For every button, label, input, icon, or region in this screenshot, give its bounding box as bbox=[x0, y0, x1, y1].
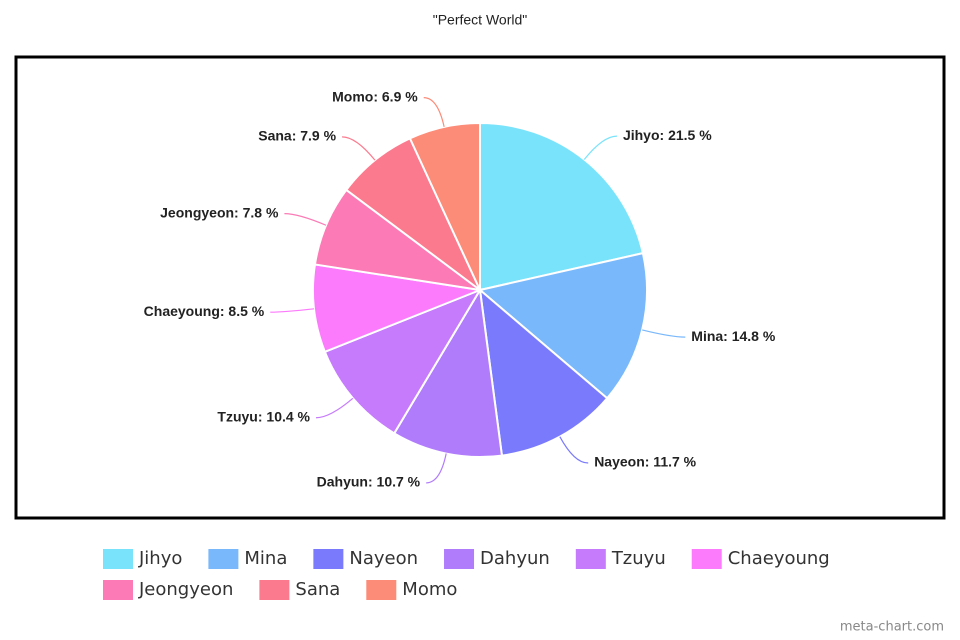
pie-slice bbox=[312, 263, 484, 354]
legend-label: Sana bbox=[295, 579, 340, 600]
legend-label: Tzuyu bbox=[611, 548, 666, 569]
data-label: Nayeon: 11.7 % bbox=[594, 454, 696, 470]
plot-frame bbox=[14, 55, 946, 520]
data-label: Dahyun: 10.7 % bbox=[317, 474, 421, 490]
legend-label: Jihyo bbox=[138, 548, 182, 569]
legend-label: Jeongyeon bbox=[138, 579, 233, 600]
watermark: meta-chart.com bbox=[840, 620, 944, 635]
legend-swatch bbox=[208, 549, 239, 569]
leader-line bbox=[642, 329, 686, 338]
pie-slice bbox=[479, 121, 645, 292]
data-label: Mina: 14.8 % bbox=[691, 328, 776, 344]
leader-line bbox=[423, 96, 445, 128]
legend-label: Chaeyoung bbox=[728, 548, 830, 569]
pie-slice bbox=[477, 251, 648, 400]
legend-swatch bbox=[103, 580, 133, 600]
legend-swatch bbox=[366, 580, 397, 600]
leader-line bbox=[284, 213, 327, 226]
legend-swatch bbox=[444, 549, 475, 569]
pie-slice bbox=[323, 287, 483, 435]
legend-label: Momo bbox=[402, 579, 457, 600]
data-label: Tzuyu: 10.4 % bbox=[217, 408, 310, 424]
legend-swatch bbox=[691, 549, 722, 569]
legend-swatch bbox=[103, 549, 133, 569]
leader-line bbox=[559, 436, 589, 464]
leader-line bbox=[426, 453, 447, 484]
leader-line bbox=[342, 136, 376, 161]
data-label: Jihyo: 21.5 % bbox=[623, 127, 712, 143]
leader-line bbox=[270, 308, 315, 313]
chart-title: "Perfect World" bbox=[433, 12, 528, 28]
legend-swatch bbox=[313, 549, 344, 569]
data-label: Chaeyoung: 8.5 % bbox=[144, 303, 265, 319]
legend-swatch bbox=[259, 580, 290, 600]
data-label: Jeongyeon: 7.8 % bbox=[160, 204, 279, 220]
data-label: Sana: 7.9 % bbox=[258, 128, 336, 144]
legend-swatch bbox=[575, 549, 606, 569]
legend-label: Mina bbox=[244, 548, 287, 569]
data-label: Momo: 6.9 % bbox=[332, 88, 418, 104]
leader-line bbox=[583, 135, 617, 160]
legend-label: Nayeon bbox=[349, 548, 418, 569]
leader-line bbox=[315, 397, 354, 419]
pie-slice bbox=[408, 121, 481, 291]
pie-slice bbox=[392, 287, 504, 458]
legend-label: Dahyun bbox=[480, 548, 550, 569]
